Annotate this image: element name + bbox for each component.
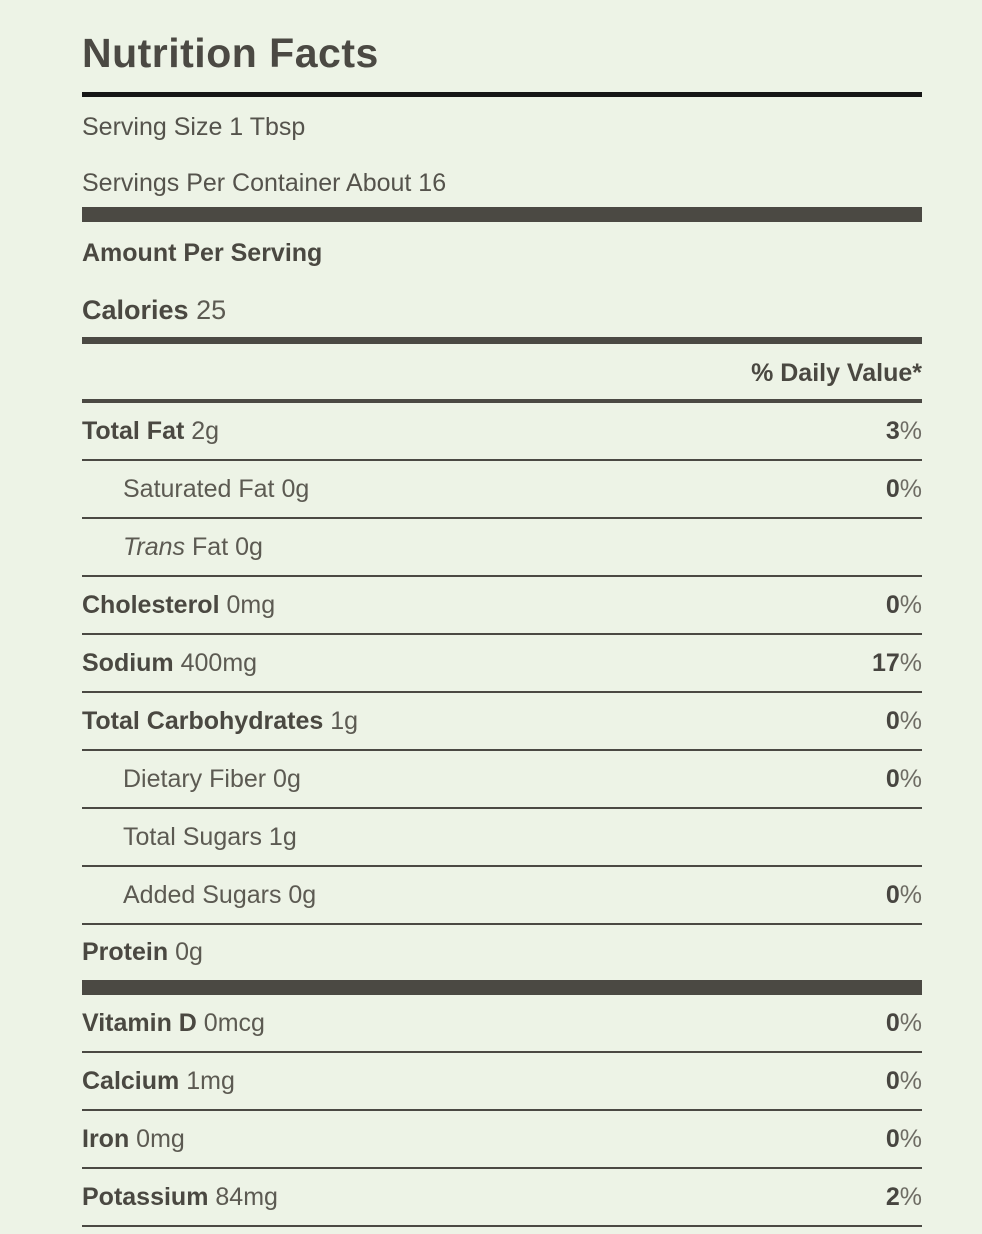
nutrient-amount: 0mg	[136, 1124, 185, 1153]
nutrient-row-protein: Protein 0g	[82, 925, 922, 980]
nutrient-label: Total Sugars 1g	[82, 823, 297, 852]
nutrient-label: Vitamin D 0mcg	[82, 1009, 265, 1038]
nutrient-name: Saturated Fat	[123, 474, 275, 503]
daily-value: 0%	[885, 764, 922, 793]
calories-row: Calories 25	[82, 296, 922, 324]
daily-value: 3%	[885, 416, 922, 445]
nutrient-label: Protein 0g	[82, 938, 203, 967]
daily-value: 0%	[885, 1008, 922, 1037]
nutrient-name: Protein	[82, 938, 169, 966]
nutrient-row-trans-fat: Trans Fat 0g	[82, 519, 922, 577]
nutrient-amount: 400mg	[180, 648, 258, 677]
nutrient-amount: Fat 0g	[192, 532, 263, 561]
nutrient-row-added-sugars: Added Sugars 0g 0%	[82, 867, 922, 925]
nutrient-amount: 0g	[175, 938, 203, 966]
daily-value-header: % Daily Value*	[751, 359, 922, 387]
nutrient-row-total-fat: Total Fat 2g 3%	[82, 403, 922, 461]
nutrient-name: Cholesterol	[82, 590, 220, 619]
daily-value: 0%	[885, 474, 922, 503]
nutrient-amount: 84mg	[215, 1182, 278, 1211]
daily-value: 2%	[885, 1182, 922, 1211]
nutrient-row-saturated-fat: Saturated Fat 0g 0%	[82, 461, 922, 519]
nutrient-label: Iron 0mg	[82, 1125, 185, 1154]
nutrient-row-iron: Iron 0mg 0%	[82, 1111, 922, 1169]
percent-sign: %	[899, 416, 922, 445]
nutrient-row-total-sugars: Total Sugars 1g	[82, 809, 922, 867]
nutrient-label: Saturated Fat 0g	[82, 475, 309, 504]
nutrient-row-vitamin-d: Vitamin D 0mcg 0%	[82, 995, 922, 1053]
nutrient-amount: 0mcg	[203, 1008, 265, 1037]
nutrient-row-calcium: Calcium 1mg 0%	[82, 1053, 922, 1111]
nutrient-name: Sodium	[82, 648, 174, 677]
section-bar-top	[82, 207, 922, 222]
nutrient-label: Total Carbohydrates 1g	[82, 707, 358, 736]
nutrient-amount: 0g	[288, 880, 317, 909]
nutrient-label: Sodium 400mg	[82, 649, 257, 678]
percent-sign: %	[899, 706, 922, 735]
title-rule	[82, 92, 922, 97]
serving-size: Serving Size 1 Tbsp	[82, 113, 306, 141]
nutrient-amount: 0g	[273, 764, 301, 793]
nutrient-label: Calcium 1mg	[82, 1067, 235, 1096]
percent-sign: %	[899, 764, 922, 793]
daily-value: 0%	[885, 880, 922, 909]
percent-sign: %	[899, 1124, 922, 1153]
section-bar-micronutrients	[82, 980, 922, 995]
nutrient-row-cholesterol: Cholesterol 0mg 0%	[82, 577, 922, 635]
nutrient-name: Total Fat	[82, 416, 185, 445]
percent-sign: %	[899, 648, 922, 677]
nutrient-amount: 2g	[191, 416, 220, 445]
label-title: Nutrition Facts	[82, 30, 379, 76]
nutrient-name: Total Sugars	[123, 822, 262, 851]
nutrient-row-total-carbohydrates: Total Carbohydrates 1g 0%	[82, 693, 922, 751]
percent-sign: %	[899, 880, 922, 909]
percent-sign: %	[899, 1008, 922, 1037]
servings-per-container: Servings Per Container About 16	[82, 169, 447, 197]
nutrient-label: Trans Fat 0g	[82, 533, 263, 562]
nutrient-label: Potassium 84mg	[82, 1183, 278, 1212]
nutrient-name: Added Sugars	[123, 880, 282, 909]
nutrient-row-dietary-fiber: Dietary Fiber 0g 0%	[82, 751, 922, 809]
calories-bar	[82, 337, 922, 344]
nutrient-amount: 0g	[281, 474, 310, 503]
nutrient-name-italic: Trans	[123, 532, 186, 561]
nutrient-name: Dietary Fiber	[123, 764, 267, 793]
daily-value: 0%	[885, 706, 922, 735]
nutrient-row-sodium: Sodium 400mg 17%	[82, 635, 922, 693]
nutrient-name: Total Carbohydrates	[82, 706, 324, 735]
nutrient-amount: 0mg	[226, 590, 276, 619]
nutrient-amount: 1mg	[186, 1066, 235, 1095]
nutrient-row-potassium: Potassium 84mg 2%	[82, 1169, 922, 1227]
percent-sign: %	[899, 1066, 922, 1095]
daily-value: 0%	[885, 1124, 922, 1153]
calories-label: Calories	[82, 295, 189, 325]
percent-sign: %	[899, 590, 922, 619]
calories-value: 25	[196, 295, 227, 325]
daily-value: 17%	[871, 648, 922, 677]
label-content: Nutrition Facts Serving Size 1 Tbsp Serv…	[82, 0, 922, 1227]
daily-value-rule	[82, 399, 922, 403]
nutrient-label: Added Sugars 0g	[82, 881, 316, 910]
nutrient-label: Dietary Fiber 0g	[82, 765, 301, 794]
nutrient-name: Vitamin D	[82, 1008, 197, 1037]
nutrient-label: Total Fat 2g	[82, 417, 219, 446]
percent-sign: %	[899, 1182, 922, 1211]
nutrient-name: Iron	[82, 1124, 130, 1153]
nutrient-name: Calcium	[82, 1066, 180, 1095]
daily-value: 0%	[885, 590, 922, 619]
percent-sign: %	[899, 474, 922, 503]
nutrient-amount: 1g	[268, 822, 297, 851]
nutrient-name: Potassium	[82, 1182, 209, 1211]
daily-value: 0%	[885, 1066, 922, 1095]
amount-per-serving: Amount Per Serving	[82, 239, 323, 267]
nutrient-label: Cholesterol 0mg	[82, 591, 275, 620]
nutrient-amount: 1g	[330, 706, 359, 735]
